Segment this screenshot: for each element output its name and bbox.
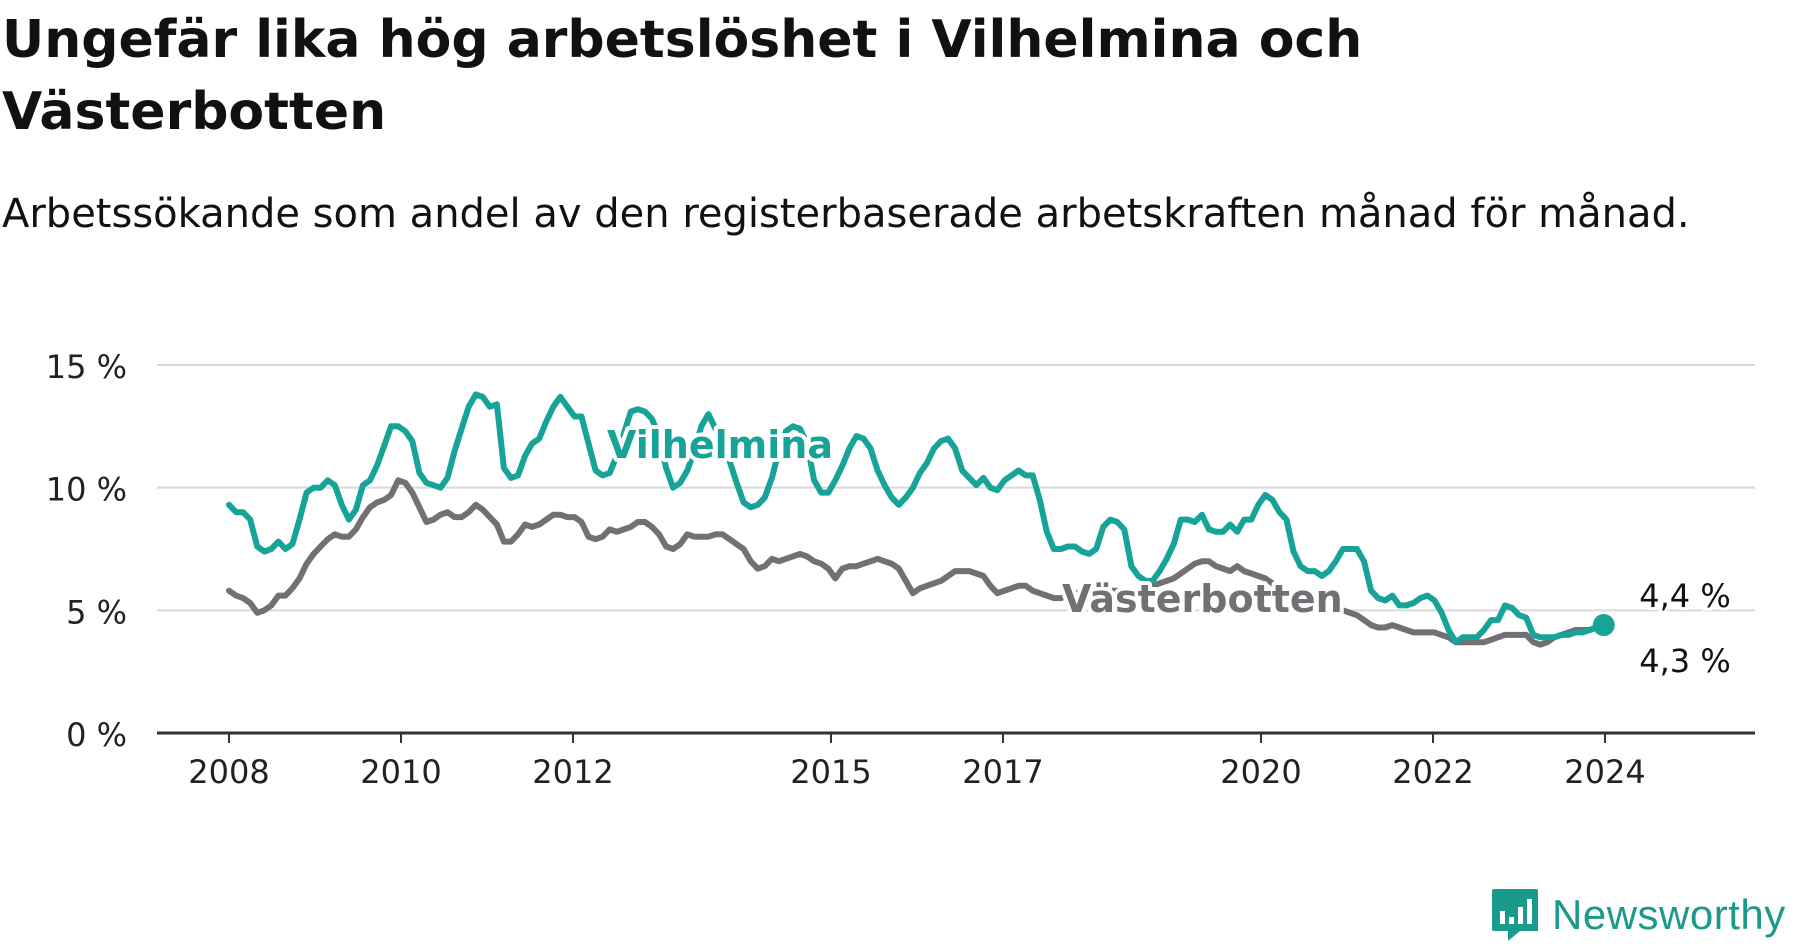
series-labels: Vilhelmina Västerbotten 4,4 % 4,3 %: [603, 419, 1734, 683]
end-label-vasterbotten: 4,3 %: [1639, 642, 1730, 680]
x-tick-label: 2024: [1564, 753, 1645, 791]
series-label-vasterbotten: Västerbotten: [1062, 577, 1343, 621]
chart-subtitle: Arbetssökande som andel av den registerb…: [2, 191, 1690, 237]
y-tick-label: 5 %: [66, 593, 127, 631]
x-tick-label: 2008: [188, 753, 269, 791]
y-tick-label: 15 %: [46, 348, 127, 386]
y-axis-ticks: 0 % 5 % 10 % 15 %: [46, 348, 127, 754]
series-label-vilhelmina: Vilhelmina: [607, 423, 833, 467]
newsworthy-logo-icon: [1492, 889, 1538, 941]
end-label-vilhelmina: 4,4 %: [1639, 577, 1730, 615]
x-tick-label: 2010: [360, 753, 441, 791]
x-tick-label: 2022: [1392, 753, 1473, 791]
x-axis-ticks: 2008 2010 2012 2015 2017 2020 2022 2024: [188, 733, 1646, 791]
brand-name: Newsworthy: [1552, 891, 1786, 938]
series-line-vilhelmina: [226, 391, 1607, 646]
chart-title: Ungefär lika hög arbetslöshet i Vilhelmi…: [2, 10, 1363, 142]
y-tick-label: 10 %: [46, 471, 127, 509]
x-tick-label: 2015: [790, 753, 871, 791]
series-line-vasterbotten: [226, 477, 1600, 648]
end-marker-vilhelmina: [1592, 614, 1615, 637]
y-tick-label: 0 %: [66, 716, 127, 754]
brand-logo[interactable]: Newsworthy: [1490, 885, 1786, 945]
x-tick-label: 2020: [1220, 753, 1301, 791]
gridlines: [157, 364, 1755, 612]
x-tick-label: 2012: [532, 753, 613, 791]
series-lines: [226, 391, 1615, 648]
x-tick-label: 2017: [962, 753, 1043, 791]
